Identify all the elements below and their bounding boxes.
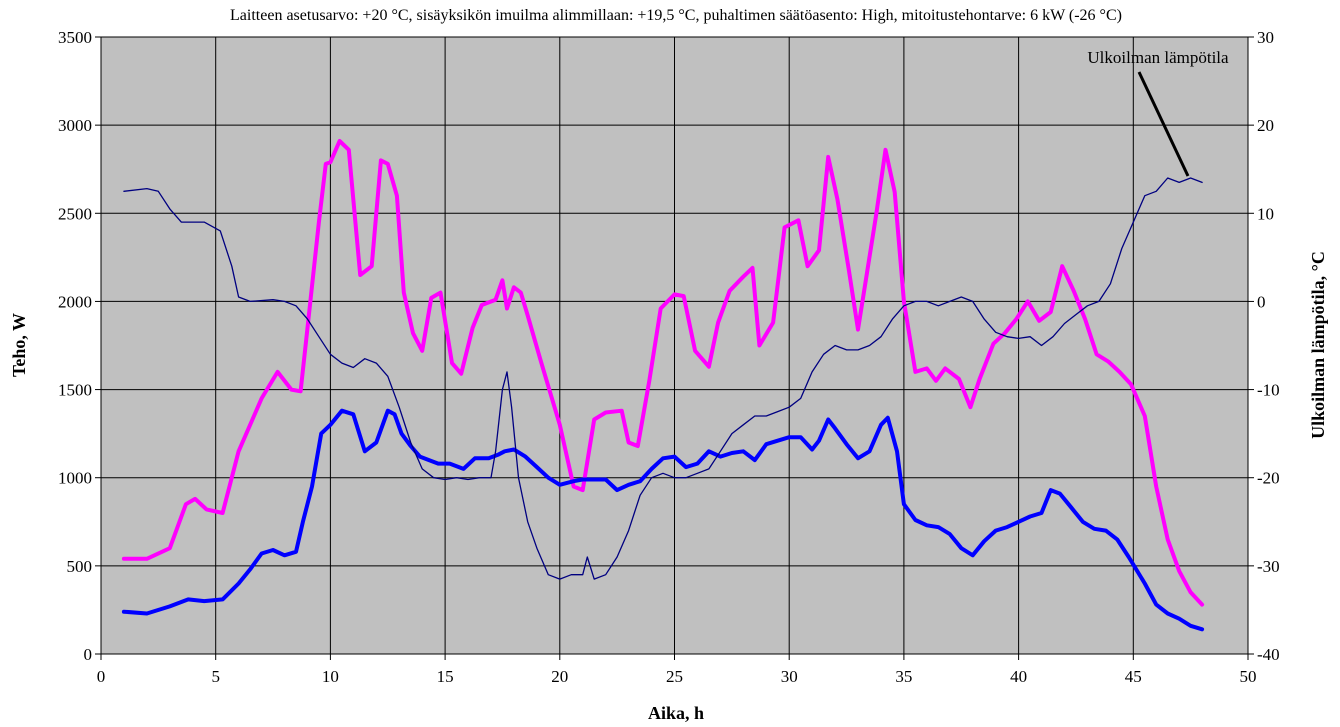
annotation-label: Ulkoilman lämpötila — [1087, 48, 1229, 67]
x-tick-label: 20 — [551, 667, 568, 686]
x-tick-label: 10 — [322, 667, 339, 686]
x-tick-label: 35 — [895, 667, 912, 686]
x-tick-label: 0 — [97, 667, 106, 686]
grid — [101, 37, 1248, 654]
y2-tick-label: -40 — [1257, 645, 1280, 664]
x-tick-label: 25 — [666, 667, 683, 686]
annotation-arrow — [1137, 71, 1190, 177]
y2-tick-label: -20 — [1257, 469, 1280, 488]
y-tick-label: 500 — [67, 557, 93, 576]
y2-tick-label: 30 — [1257, 28, 1274, 47]
x-tick-label: 50 — [1240, 667, 1257, 686]
chart-title: Laitteen asetusarvo: +20 °C, sisäyksikön… — [230, 7, 1122, 24]
series-line-magenta — [121, 139, 1205, 607]
y2-tick-label: 20 — [1257, 116, 1274, 135]
axis-ticks: 0 5 10 15 20 25 30 35 40 45 5005001000150020002500… — [58, 28, 1280, 686]
series-line-outdoor-temperature — [123, 177, 1203, 580]
y2-tick-label: 10 — [1257, 204, 1274, 223]
x-axis-label: Aika, h — [648, 703, 704, 723]
y-tick-label: 0 — [84, 645, 93, 664]
y-tick-label: 1000 — [58, 469, 92, 488]
y2-tick-label: -30 — [1257, 557, 1280, 576]
y-tick-label: 3500 — [58, 28, 92, 47]
y2-tick-label: 0 — [1257, 292, 1266, 311]
y-tick-label: 3000 — [58, 116, 92, 135]
x-tick-label: 30 — [781, 667, 798, 686]
y2-tick-label: -10 — [1257, 381, 1280, 400]
x-tick-label: 40 — [1010, 667, 1027, 686]
y-tick-label: 1500 — [58, 381, 92, 400]
y2-axis-label: Ulkoilman lämpötila, °C — [1308, 251, 1328, 439]
series-layer — [121, 139, 1205, 632]
y-axis-label: Teho, W — [9, 313, 29, 377]
x-tick-label: 45 — [1125, 667, 1142, 686]
x-tick-label: 15 — [437, 667, 454, 686]
y-tick-label: 2000 — [58, 292, 92, 311]
x-tick-label: 5 — [211, 667, 220, 686]
series-line-blue — [121, 408, 1205, 632]
y-tick-label: 2500 — [58, 204, 92, 223]
